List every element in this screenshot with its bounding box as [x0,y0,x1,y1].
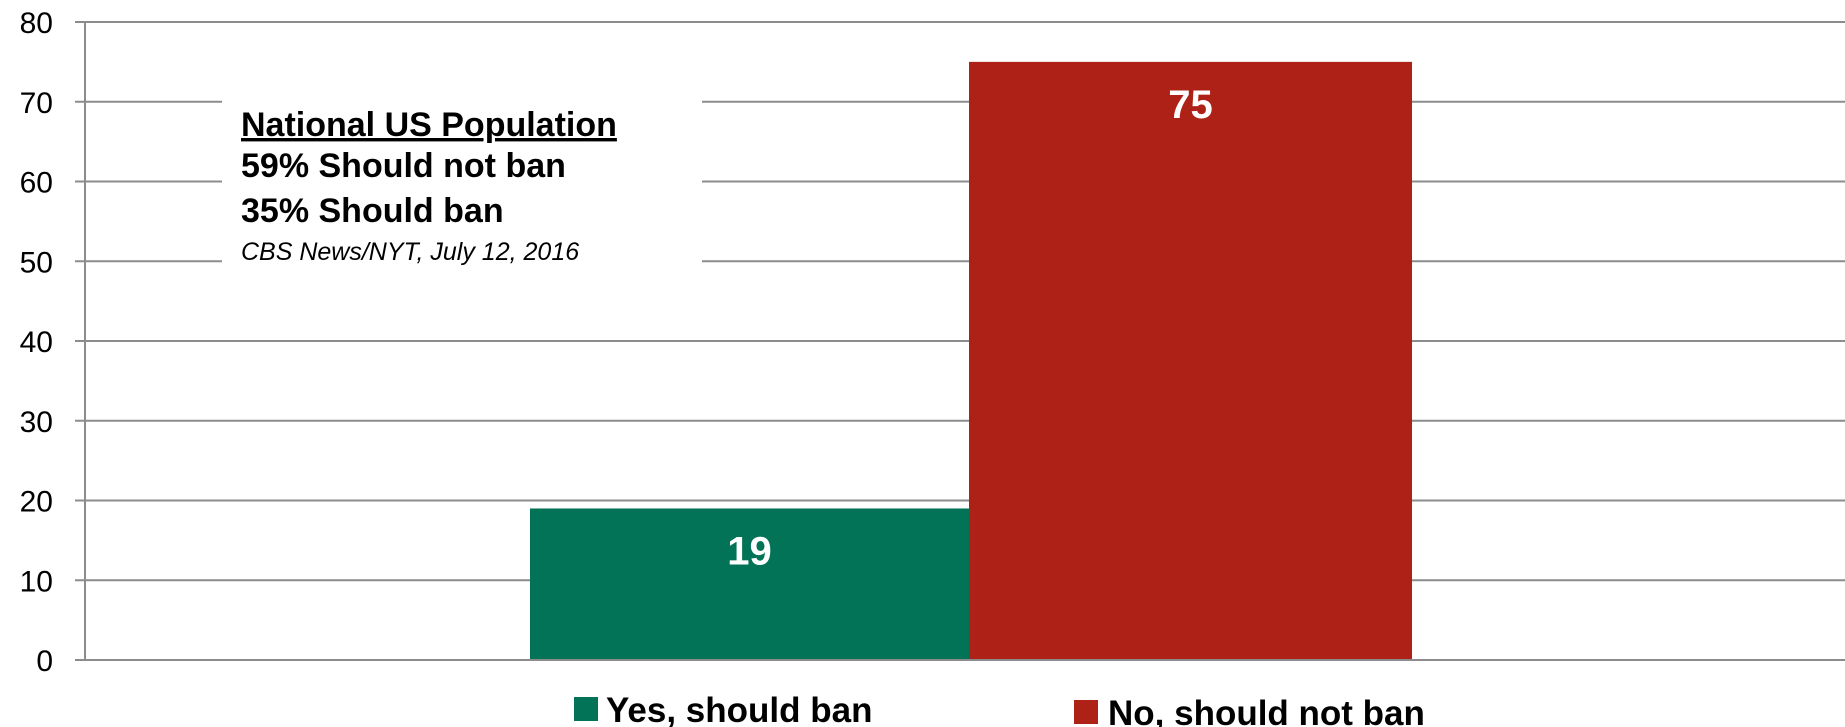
annotation-title: National US Population [241,106,617,144]
annotation-line-should-ban: 35% Should ban [241,192,504,230]
y-axis-ticks: 0 10 20 30 40 50 60 70 80 [20,7,86,678]
y-tick-label-50: 50 [20,246,53,279]
y-tick-label-20: 20 [20,486,53,519]
annotation-line-should-not-ban: 59% Should not ban [241,147,566,185]
y-tick-label-70: 70 [20,87,53,120]
legend-swatch-no [1074,700,1098,724]
y-tick-label-10: 10 [20,565,53,598]
y-tick-label-80: 80 [20,7,53,40]
annotation-box: National US Population 59% Should not ba… [222,96,702,274]
annotation-background [222,96,702,274]
y-tick-label-0: 0 [36,645,53,678]
y-tick-label-60: 60 [20,167,53,200]
legend-swatch-yes [574,697,598,721]
data-label-no: 75 [1168,83,1213,127]
bar-yes-should-ban [530,508,969,660]
legend: Yes, should ban No, should not ban [574,691,1425,727]
legend-label-no: No, should not ban [1108,694,1425,727]
bar-no-should-not-ban [969,61,1412,660]
annotation-source: CBS News/NYT, July 12, 2016 [241,238,579,266]
y-tick-label-40: 40 [20,326,53,359]
y-tick-label-30: 30 [20,406,53,439]
legend-label-yes: Yes, should ban [606,691,872,727]
data-label-yes: 19 [727,529,772,573]
